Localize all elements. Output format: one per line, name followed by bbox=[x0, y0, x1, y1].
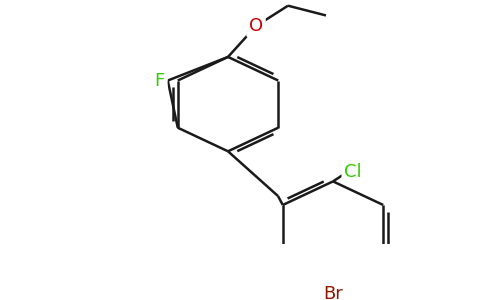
Text: F: F bbox=[155, 71, 165, 89]
Text: O: O bbox=[249, 17, 263, 35]
Text: Br: Br bbox=[323, 285, 343, 300]
Text: Cl: Cl bbox=[344, 163, 362, 181]
